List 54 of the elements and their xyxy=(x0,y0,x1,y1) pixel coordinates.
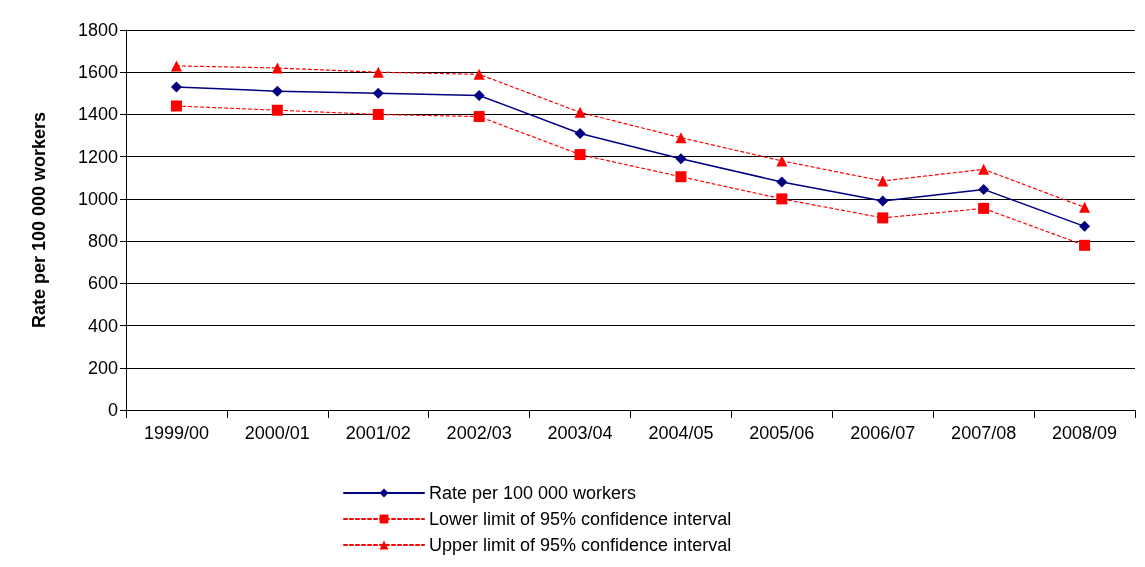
point xyxy=(372,108,384,120)
y-tick-label: 200 xyxy=(87,357,118,378)
point xyxy=(170,60,182,72)
point xyxy=(978,163,990,175)
point xyxy=(675,132,687,144)
point xyxy=(776,193,788,205)
legend-label: Upper limit of 95% confidence interval xyxy=(429,535,732,555)
point xyxy=(372,87,384,99)
x-tick-label: 2005/06 xyxy=(749,423,815,443)
y-tick-label: 400 xyxy=(87,315,118,336)
point xyxy=(170,81,182,93)
point xyxy=(271,85,283,97)
x-tick-label: 2000/01 xyxy=(244,423,310,443)
point xyxy=(170,100,182,112)
point xyxy=(877,195,889,207)
point xyxy=(877,212,889,224)
point xyxy=(1079,239,1091,251)
point xyxy=(675,171,687,183)
point xyxy=(271,104,283,116)
y-tick-label: 0 xyxy=(107,400,118,420)
point xyxy=(473,89,485,101)
x-tick-label: 2004/05 xyxy=(648,423,714,443)
point xyxy=(574,127,586,139)
y-tick-label: 1400 xyxy=(77,104,118,125)
legend-label: Lower limit of 95% confidence interval xyxy=(429,509,732,529)
point xyxy=(978,183,990,195)
point xyxy=(776,176,788,188)
point xyxy=(473,68,485,80)
point xyxy=(473,111,485,123)
point xyxy=(877,175,889,187)
point xyxy=(271,62,283,74)
x-tick-label: 1999/00 xyxy=(143,423,209,443)
point xyxy=(776,155,788,167)
x-tick-label: 2006/07 xyxy=(850,423,916,443)
x-tick-label: 2003/04 xyxy=(547,423,613,443)
y-tick-label: 1600 xyxy=(77,62,118,83)
y-tick-label: 1200 xyxy=(77,146,118,167)
y-axis-title: Rate per 100 000 workers xyxy=(29,111,49,329)
point xyxy=(675,153,687,165)
y-tick-label: 800 xyxy=(87,231,118,252)
point xyxy=(1079,201,1091,213)
point xyxy=(372,66,384,78)
x-tick-label: 2001/02 xyxy=(345,423,411,443)
y-tick-label: 600 xyxy=(87,273,118,294)
x-tick-label: 2002/03 xyxy=(446,423,512,443)
point xyxy=(574,149,586,161)
point xyxy=(574,106,586,118)
legend-label: Rate per 100 000 workers xyxy=(429,483,637,503)
x-tick-label: 2007/08 xyxy=(951,423,1017,443)
x-tick-label: 2008/09 xyxy=(1052,423,1118,443)
point xyxy=(978,202,990,214)
point xyxy=(1079,220,1091,232)
y-tick-label: 1800 xyxy=(77,20,118,40)
y-tick-label: 1000 xyxy=(77,188,118,209)
